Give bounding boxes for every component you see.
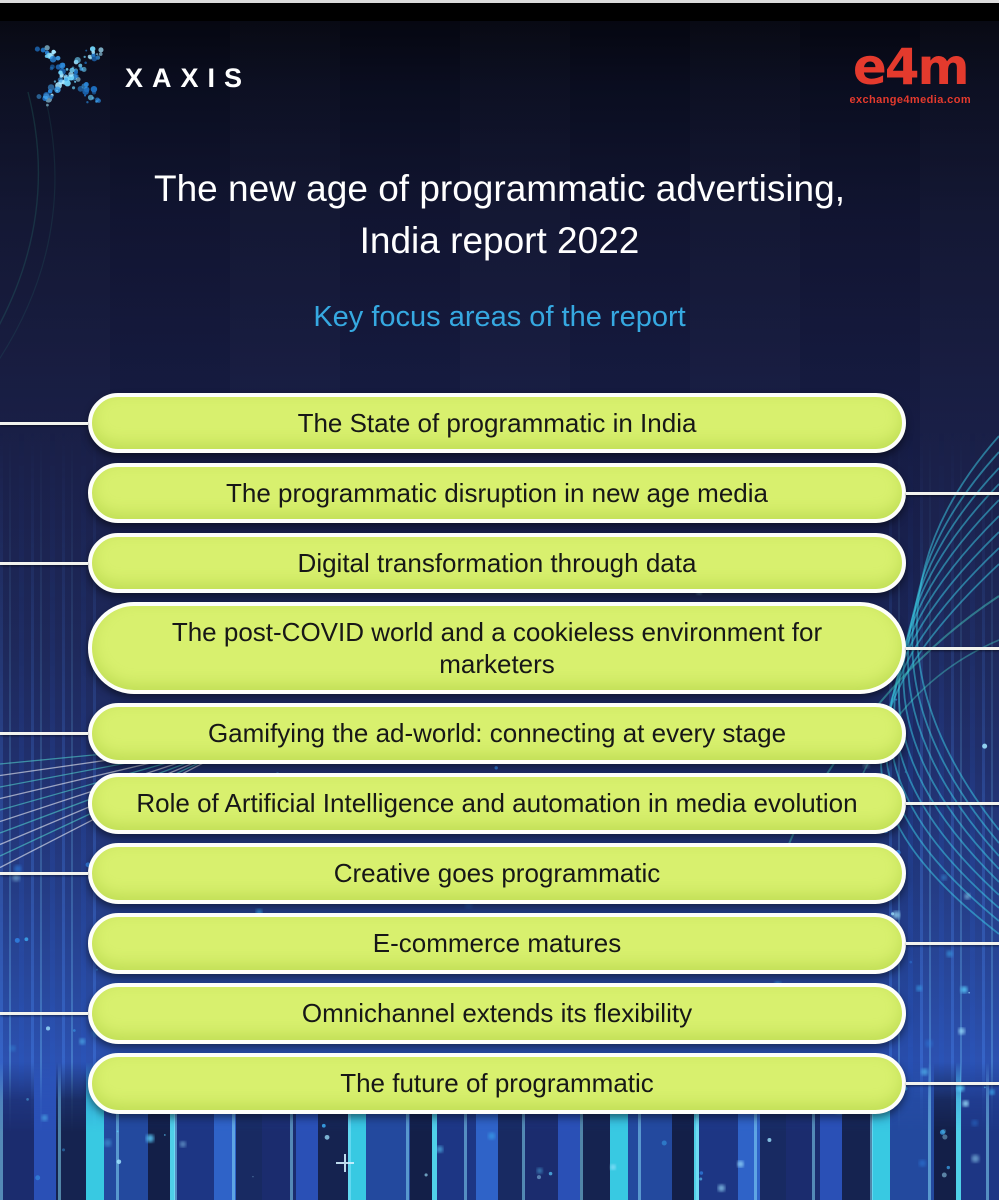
connector-left [0,392,88,454]
connector-right [906,842,999,904]
e4m-logo-text: e4m [852,38,970,96]
focus-area-label: Digital transformation through data [297,547,697,578]
connector-right [906,602,999,694]
connector-left [0,602,88,694]
focus-area-pill: The State of programmatic in India [88,392,906,454]
focus-area-pill: Digital transformation through data [88,532,906,594]
focus-area-pill: Creative goes programmatic [88,843,906,904]
connector-left [0,1052,88,1114]
connector-right [906,462,999,524]
connector-line-left [0,871,88,875]
connector-line-left [0,561,88,565]
connector-line-right [906,491,999,495]
focus-area-pill: The future of programmatic [88,1053,906,1114]
focus-area-pill: Gamifying the ad-world: connecting at ev… [88,703,906,764]
focus-area-label: The programmatic disruption in new age m… [226,477,768,508]
connector-line-right [906,941,999,945]
title-line-1: The new age of programmatic advertising, [153,168,845,209]
top-bar [0,0,999,21]
focus-area-row: Creative goes programmatic [0,842,999,904]
title-line-2: India report 2022 [359,219,640,261]
connector-line-right [906,801,999,805]
focus-area-label: Gamifying the ad-world: connecting at ev… [207,718,787,749]
connector-left [0,912,88,974]
connector-line-left [0,731,88,735]
focus-area-label: Omnichannel extends its flexibility [301,998,693,1029]
focus-area-row: The future of programmatic [0,1052,999,1114]
focus-area-row: Digital transformation through data [0,532,999,594]
connector-right [906,1052,999,1114]
connector-line-left [0,1011,88,1015]
header: XAXIS e4m exchange4media.com [0,0,999,130]
connector-left [0,462,88,524]
focus-area-pill: Role of Artificial Intelligence and auto… [88,773,906,834]
connector-line-left [0,421,88,425]
xaxis-logo: XAXIS [33,36,251,116]
connector-line-right [906,1081,999,1085]
focus-area-row: E-commerce matures [0,912,999,974]
xaxis-logo-text: XAXIS [125,62,252,93]
focus-area-label: Creative goes programmatic [333,858,661,889]
focus-area-pill: Omnichannel extends its flexibility [88,983,906,1044]
focus-area-row: Gamifying the ad-world: connecting at ev… [0,702,999,764]
focus-area-row: The post-COVID world and a cookieless en… [0,602,999,695]
focus-area-label: The future of programmatic [340,1068,654,1099]
focus-area-row: The State of programmatic in India [0,392,999,454]
connector-left [0,842,88,904]
focus-area-row: Role of Artificial Intelligence and auto… [0,772,999,834]
focus-area-label: E-commerce matures [372,928,622,959]
focus-area-row: Omnichannel extends its flexibility [0,982,999,1044]
xaxis-logo-icon [34,45,104,107]
connector-left [0,982,88,1044]
top-hairline [0,0,999,3]
connector-right [906,772,999,834]
page-title: The new age of programmatic advertising,… [0,163,999,267]
connector-line-right [906,646,999,650]
connector-left [0,702,88,764]
connector-right [906,702,999,764]
focus-area-label: The post-COVID world and a cookieless en… [171,617,823,680]
connector-right [906,392,999,454]
e4m-logo-subtext: exchange4media.com [849,94,971,106]
focus-area-pill: The programmatic disruption in new age m… [88,462,906,524]
connector-left [0,772,88,834]
connector-right [906,982,999,1044]
e4m-logo: e4m exchange4media.com [849,42,971,106]
focus-area-label: Role of Artificial Intelligence and auto… [136,788,858,819]
focus-area-pill: E-commerce matures [88,913,906,974]
connector-right [906,532,999,594]
connector-right [906,912,999,974]
connector-left [0,532,88,594]
focus-area-label: The State of programmatic in India [297,407,697,438]
page-subtitle: Key focus areas of the report [313,301,686,333]
focus-area-pill: The post-COVID world and a cookieless en… [88,602,906,695]
focus-area-row: The programmatic disruption in new age m… [0,462,999,524]
focus-area-list: The State of programmatic in India The p… [0,392,999,1114]
